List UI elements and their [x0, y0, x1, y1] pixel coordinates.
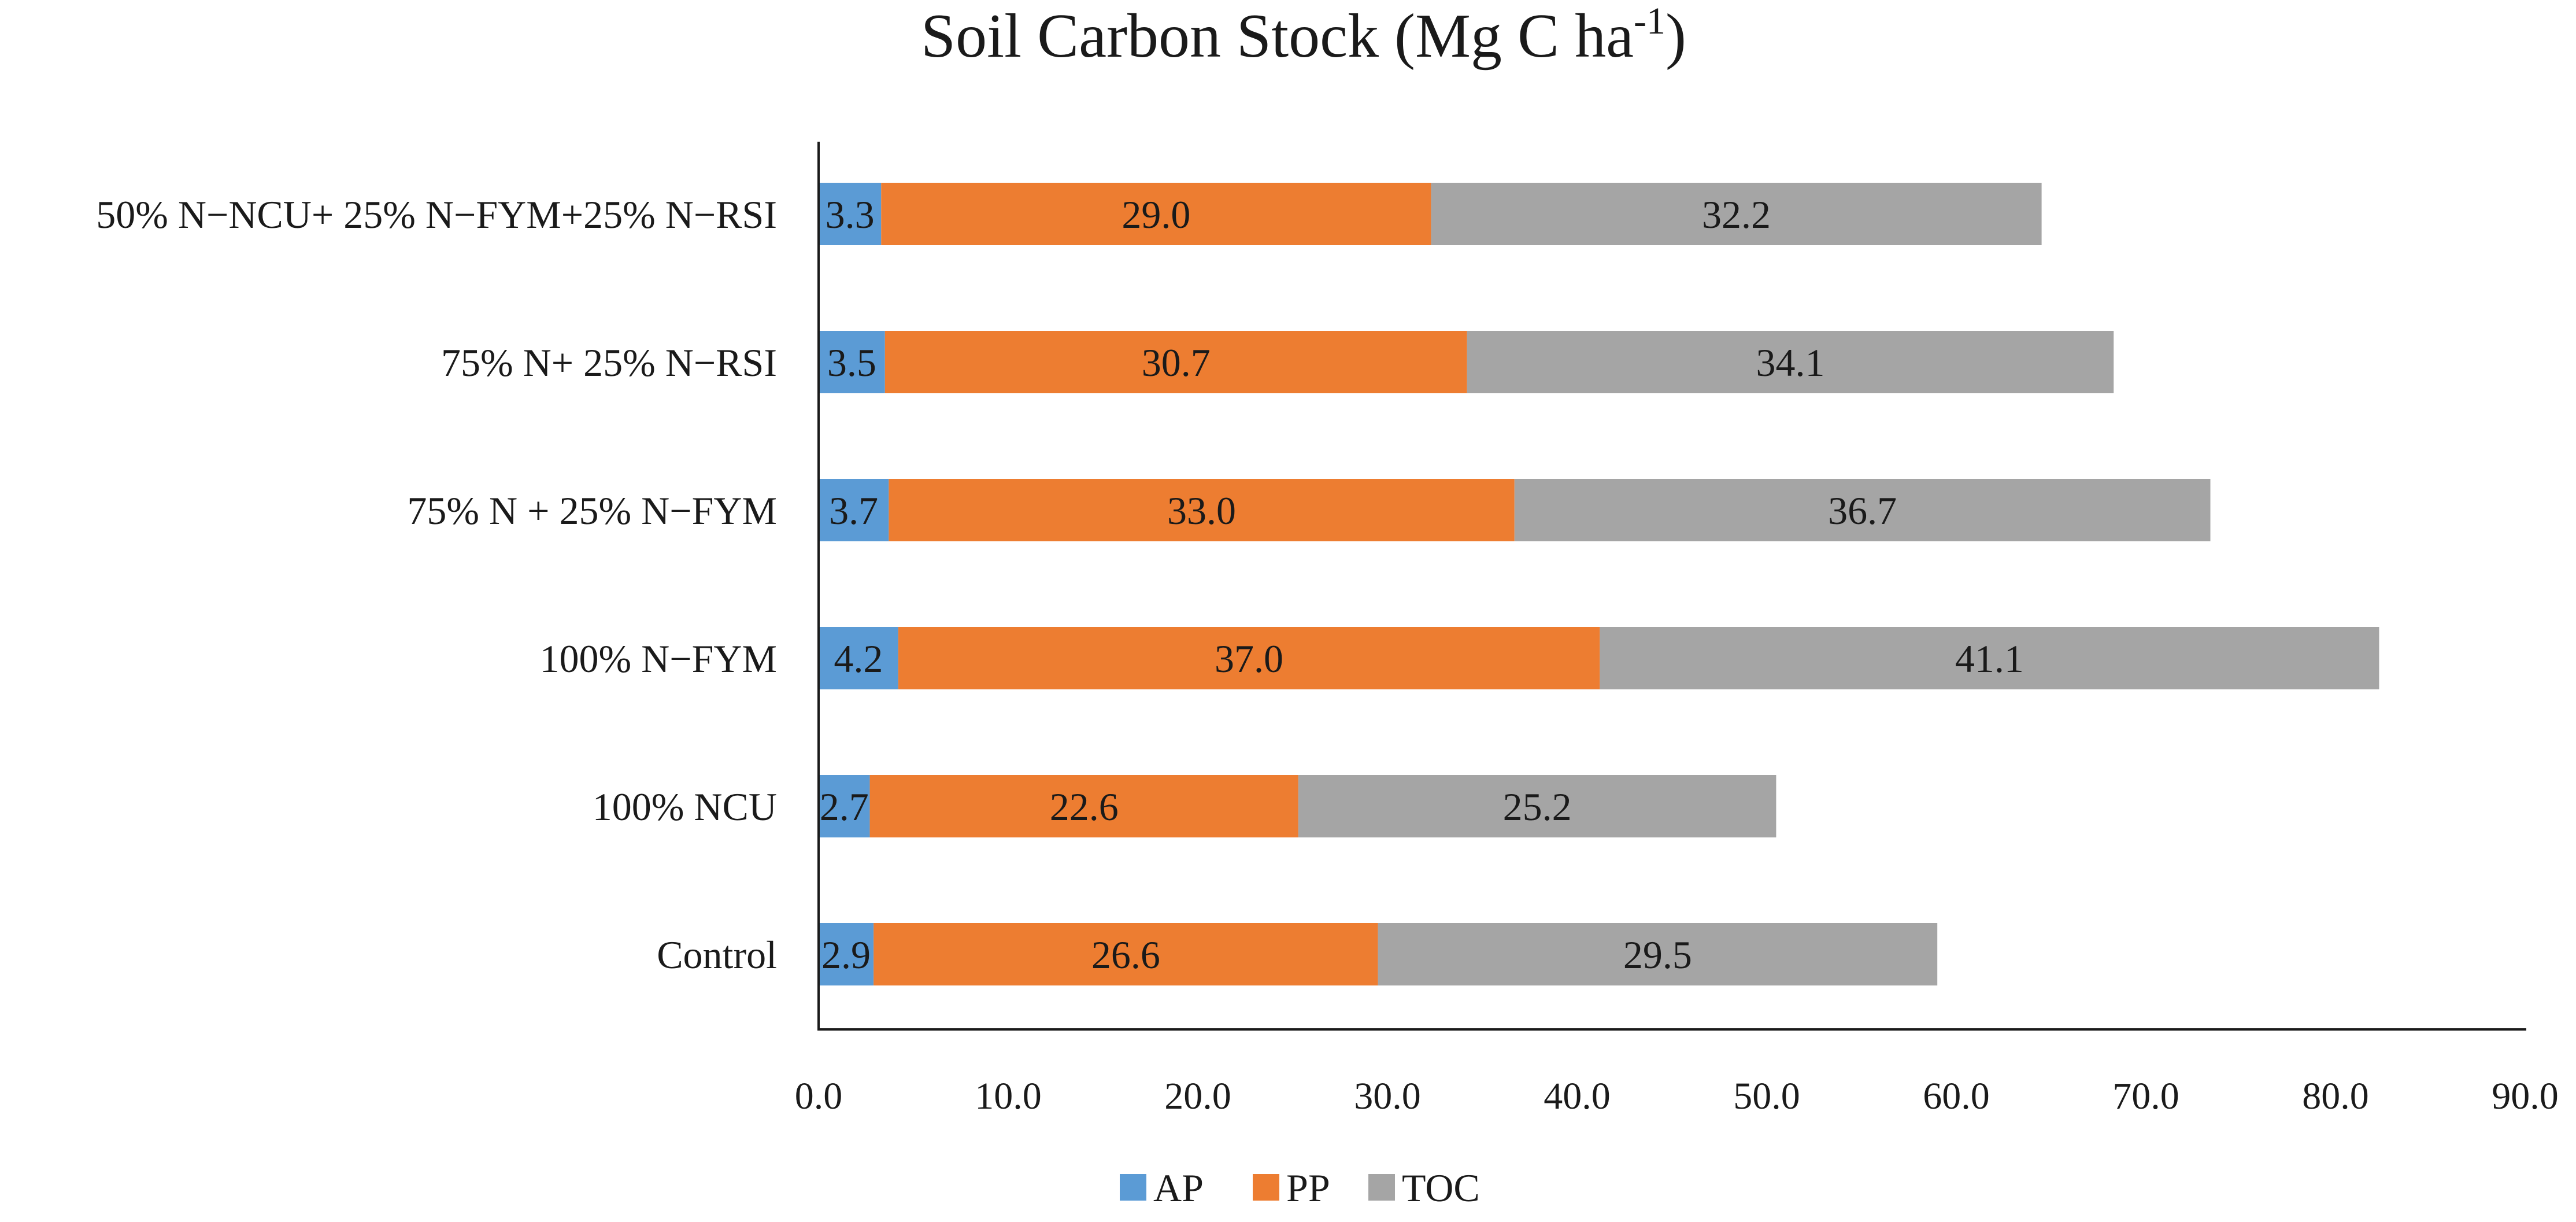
- data-label-ap: 2.9: [821, 933, 871, 977]
- bar-segment-pp: [881, 183, 1431, 245]
- bar-segment-ap: [819, 775, 870, 837]
- data-label-toc: 41.1: [1955, 637, 2024, 681]
- legend-swatch-pp: [1253, 1174, 1279, 1201]
- category-label: 75% N+ 25% N−RSI: [441, 341, 777, 385]
- data-label-pp: 29.0: [1122, 193, 1190, 237]
- x-tick-label: 70.0: [2112, 1075, 2179, 1117]
- data-label-toc: 34.1: [1756, 341, 1825, 385]
- data-label-ap: 3.7: [829, 489, 878, 533]
- chart-title-suffix: ): [1665, 2, 1686, 71]
- category-label: Control: [657, 933, 777, 977]
- x-tick-label: 10.0: [975, 1075, 1042, 1117]
- legend-swatch-ap: [1120, 1174, 1146, 1201]
- bar-segment-pp: [884, 331, 1467, 393]
- bar-segment-toc: [1298, 775, 1776, 837]
- bar-segment-pp: [869, 775, 1298, 837]
- data-label-pp: 33.0: [1167, 489, 1236, 533]
- x-tick-label: 50.0: [1733, 1075, 1800, 1117]
- bar-segment-pp: [898, 627, 1600, 689]
- bar-segment-pp: [889, 479, 1515, 541]
- data-label-pp: 22.6: [1050, 785, 1119, 829]
- bar-segment-ap: [819, 331, 885, 393]
- data-label-ap: 3.3: [826, 193, 875, 237]
- data-label-ap: 2.7: [820, 785, 869, 829]
- legend: AP PP TOC: [1120, 1166, 1480, 1210]
- x-tick-label: 30.0: [1354, 1075, 1421, 1117]
- category-label: 75% N + 25% N−FYM: [407, 489, 777, 533]
- bar-segment-ap: [819, 183, 882, 245]
- plot-area: 3.3 29.0 32.2 50% N−NCU+ 25% N−FYM+25% N−RS…: [96, 142, 2559, 1117]
- legend-label-ap: AP: [1153, 1166, 1204, 1210]
- data-label-ap: 3.5: [827, 341, 876, 385]
- category-label: 100% N−FYM: [540, 637, 778, 681]
- data-label-ap: 4.2: [834, 637, 883, 681]
- bar-segment-toc: [1600, 627, 2379, 689]
- bar-segment-ap: [819, 479, 889, 541]
- bar-segment-toc: [1467, 331, 2114, 393]
- data-label-toc: 25.2: [1503, 785, 1572, 829]
- x-tick-label: 20.0: [1164, 1075, 1231, 1117]
- legend-label-toc: TOC: [1402, 1166, 1480, 1210]
- data-label-pp: 30.7: [1142, 341, 1211, 385]
- bar-segment-toc: [1431, 183, 2042, 245]
- x-tick-label: 60.0: [1923, 1075, 1990, 1117]
- x-tick-label: 90.0: [2492, 1075, 2559, 1117]
- category-label: 100% NCU: [593, 785, 777, 829]
- legend-swatch-toc: [1368, 1174, 1395, 1201]
- x-tick-label: 40.0: [1544, 1075, 1611, 1117]
- bar-segment-toc: [1514, 479, 2211, 541]
- data-label-pp: 26.6: [1091, 933, 1160, 977]
- bar-segment-ap: [819, 923, 874, 985]
- data-label-toc: 32.2: [1702, 193, 1771, 237]
- x-tick-label: 80.0: [2302, 1075, 2369, 1117]
- data-label-toc: 36.7: [1828, 489, 1897, 533]
- bar-segment-toc: [1378, 923, 1938, 985]
- bar-segment-pp: [874, 923, 1378, 985]
- chart-title-superscript: -1: [1634, 0, 1665, 42]
- category-label: 50% N−NCU+ 25% N−FYM+25% N−RSI: [96, 193, 777, 237]
- bar-segment-ap: [819, 627, 898, 689]
- chart-title-main: Soil Carbon Stock (Mg C ha: [921, 2, 1634, 71]
- data-label-toc: 29.5: [1623, 933, 1692, 977]
- x-tick-label: 0.0: [795, 1075, 843, 1117]
- data-label-pp: 37.0: [1215, 637, 1283, 681]
- legend-label-pp: PP: [1286, 1166, 1330, 1210]
- chart-title: Soil Carbon Stock (Mg C ha-1): [921, 0, 1686, 71]
